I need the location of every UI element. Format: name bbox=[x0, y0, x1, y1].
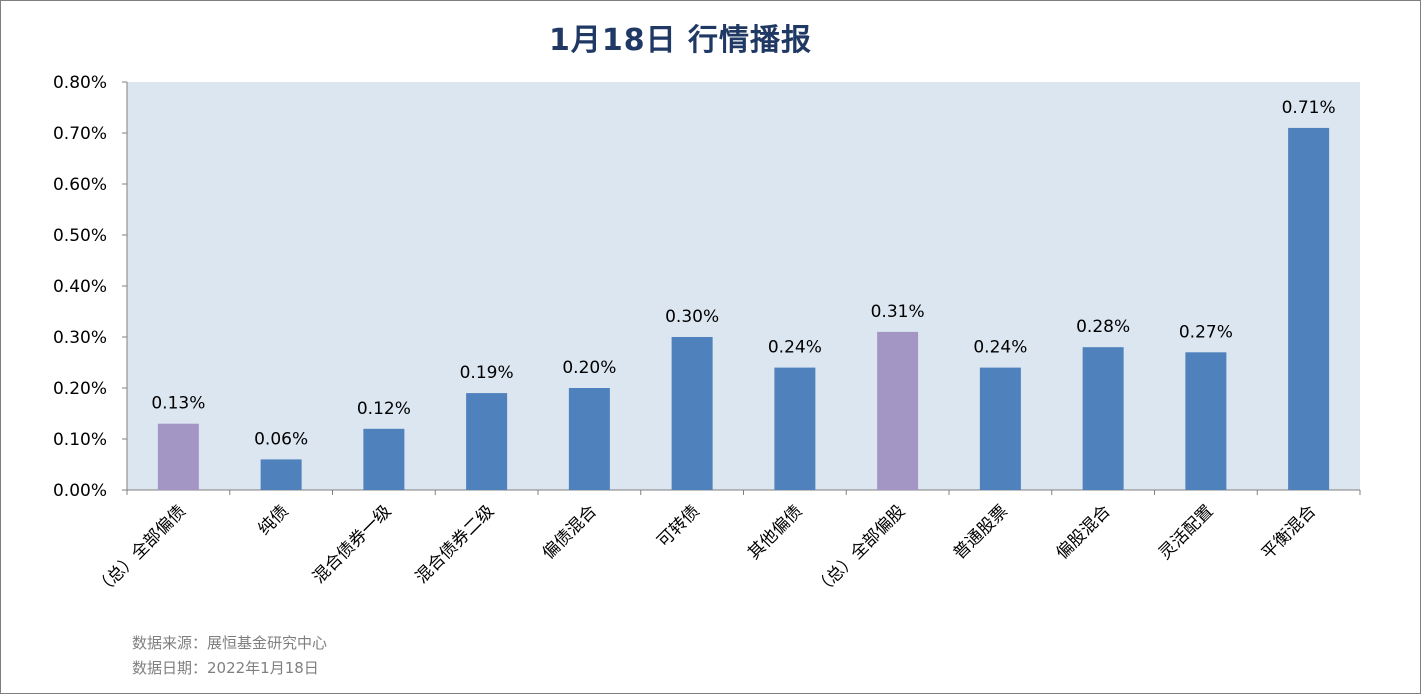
bars bbox=[157, 127, 1330, 491]
bar bbox=[157, 423, 199, 490]
data-label: 0.27% bbox=[1179, 322, 1233, 342]
data-label: 0.24% bbox=[973, 338, 1027, 358]
x-tick-label: （总）全部偏股 bbox=[811, 501, 909, 599]
bar bbox=[1185, 352, 1227, 490]
bar bbox=[1082, 347, 1124, 490]
data-label: 0.12% bbox=[357, 399, 411, 419]
bar bbox=[466, 393, 508, 490]
value-labels: 0.13% 0.06% 0.12% 0.19% 0.20% 0.30% 0.24% 0.31%… bbox=[151, 98, 1336, 449]
x-tick-label: 其他偏债 bbox=[744, 501, 806, 563]
x-tick-label: 普通股票 bbox=[950, 501, 1012, 563]
data-label: 0.31% bbox=[871, 302, 925, 322]
data-label: 0.19% bbox=[460, 363, 514, 383]
x-tick-label: 可转债 bbox=[653, 501, 703, 551]
y-tick-label: 0.00% bbox=[53, 481, 107, 501]
data-label: 0.20% bbox=[562, 358, 616, 378]
data-date-note: 数据日期：2022年1月18日 bbox=[132, 659, 319, 677]
y-tick-label: 0.20% bbox=[53, 379, 107, 399]
bar bbox=[363, 428, 405, 490]
data-source-note: 数据来源：展恒基金研究中心 bbox=[132, 634, 328, 652]
y-tick-label: 0.50% bbox=[53, 226, 107, 246]
y-tick-label: 0.70% bbox=[53, 124, 107, 144]
bar bbox=[260, 459, 302, 490]
x-tick-label: 混合债券二级 bbox=[412, 501, 498, 587]
data-label: 0.13% bbox=[151, 394, 205, 414]
x-tick-label: 平衡混合 bbox=[1258, 501, 1320, 563]
bar bbox=[568, 388, 610, 490]
bar bbox=[979, 367, 1021, 490]
x-tick-label: 偏债混合 bbox=[539, 501, 601, 563]
x-tick-label: （总）全部偏债 bbox=[92, 501, 190, 599]
y-tick-label: 0.80% bbox=[53, 73, 107, 93]
chart-title: 1月18日 行情播报 bbox=[548, 23, 813, 58]
x-tick-label: 灵活配置 bbox=[1155, 501, 1217, 563]
data-label: 0.06% bbox=[254, 429, 308, 449]
bar bbox=[671, 337, 713, 490]
y-tick-label: 0.10% bbox=[53, 430, 107, 450]
x-tick-label: 偏股混合 bbox=[1052, 501, 1114, 563]
data-label: 0.28% bbox=[1076, 317, 1130, 337]
bar bbox=[1288, 127, 1330, 491]
x-tick-label: 混合债券一级 bbox=[309, 501, 395, 587]
data-label: 0.30% bbox=[665, 307, 719, 327]
y-axis: 0.00% 0.10% 0.20% 0.30% 0.40% 0.50% 0.60% 0.70%… bbox=[53, 73, 128, 501]
bar bbox=[774, 367, 816, 490]
data-label: 0.71% bbox=[1282, 98, 1336, 118]
data-label: 0.24% bbox=[768, 338, 822, 358]
bar bbox=[877, 331, 919, 490]
y-tick-label: 0.40% bbox=[53, 277, 107, 297]
category-labels: （总）全部偏债 纯债 混合债券一级 混合债券二级 偏债混合 可转债 其他偏债 （总）全部偏股普… bbox=[92, 501, 1321, 599]
x-axis bbox=[126, 489, 1361, 495]
x-tick-label: 纯债 bbox=[254, 501, 292, 539]
y-tick-label: 0.60% bbox=[53, 175, 107, 195]
y-tick-label: 0.30% bbox=[53, 328, 107, 348]
plot-area bbox=[127, 82, 1360, 490]
